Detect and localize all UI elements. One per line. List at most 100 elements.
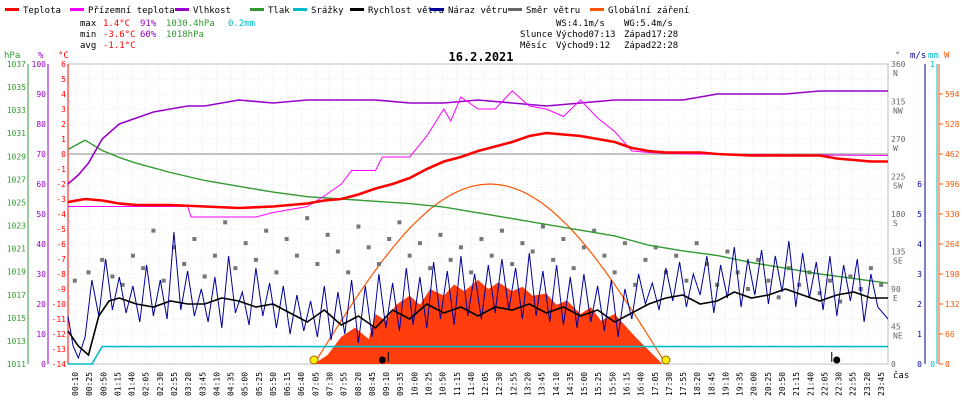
wind-dir-point	[715, 282, 720, 287]
tick-time: 03:45	[198, 372, 207, 396]
tick-c: -4	[56, 210, 66, 219]
unit-pct: %	[38, 51, 44, 61]
stat-min-hum: 60%	[140, 30, 157, 40]
series-pressure	[67, 139, 889, 284]
tick-time: 10:25	[425, 372, 434, 396]
tick-c: -13	[52, 345, 67, 354]
tick-mm: 0	[930, 360, 935, 369]
wind-dir-point	[428, 266, 433, 271]
unit-c: °C	[58, 51, 69, 61]
legend-label: Tlak	[268, 6, 290, 16]
tick-w: 198	[945, 270, 960, 279]
tick-hpa: 1023	[7, 222, 26, 231]
tick-time: 00:25	[85, 372, 94, 396]
tick-dir-deg: 90	[891, 285, 901, 294]
wind-dir-point	[346, 270, 351, 275]
wind-dir-point	[264, 228, 269, 233]
tick-dir-deg: 225	[891, 173, 906, 182]
wind-dir-point	[797, 282, 802, 287]
tick-time: 00:10	[71, 372, 80, 396]
wind-dir-point	[284, 237, 289, 241]
series-temperature	[67, 131, 888, 210]
tick-hpa: 1037	[7, 60, 26, 69]
wind-dir-point	[294, 253, 299, 258]
tick-c: -14	[52, 360, 67, 369]
tick-c: 4	[61, 90, 66, 99]
wind-dir-point	[192, 237, 197, 241]
tick-pct: 10	[36, 330, 46, 339]
info-sun-set: Západ17:28	[624, 30, 678, 40]
wind-dir-point	[602, 253, 607, 258]
tick-time: 20:50	[778, 372, 787, 396]
tick-time: 08:45	[368, 372, 377, 396]
tick-pct: 50	[36, 210, 46, 219]
wind-dir-point	[551, 257, 556, 262]
tick-dir-deg: 135	[891, 248, 906, 257]
wind-dir-point	[274, 270, 279, 275]
legend-swatch	[70, 8, 84, 11]
wind-dir-point	[253, 257, 258, 262]
tick-dir-label: SE	[893, 257, 903, 266]
tick-pct: 30	[36, 270, 46, 279]
tick-dir-deg: 270	[891, 135, 906, 144]
tick-w: 66	[945, 330, 955, 339]
unit-w: W	[944, 51, 950, 61]
sunrise-marker	[309, 355, 319, 365]
wind-dir-point	[458, 245, 463, 250]
axis-units: hPa % °C ° m/s mm W čas	[4, 51, 950, 381]
tick-c: 1	[61, 135, 66, 144]
tick-time: 16:15	[622, 372, 631, 396]
tick-time: 02:05	[142, 372, 151, 396]
tick-c: -11	[52, 315, 67, 324]
tick-time: 19:10	[721, 372, 730, 396]
tick-time: 05:25	[255, 372, 264, 396]
wind-dir-point	[592, 228, 597, 233]
wind-dir-point	[827, 278, 832, 283]
tick-hpa: 1025	[7, 198, 26, 207]
wind-dir-point	[212, 253, 217, 258]
chart-title: 16.2.2021	[448, 50, 513, 64]
legend-label: Vlhkost	[193, 6, 231, 16]
wind-dir-point	[243, 241, 248, 246]
wind-dir-point	[674, 253, 679, 258]
tick-mm: 1	[930, 60, 935, 69]
tick-dir-label: SW	[893, 182, 903, 191]
tick-time: 01:40	[128, 372, 137, 396]
tick-time: 22:05	[820, 372, 829, 396]
tick-time: 06:40	[297, 372, 306, 396]
wind-dir-point	[561, 237, 566, 241]
tick-time: 19:35	[736, 372, 745, 396]
tick-pct: 20	[36, 300, 46, 309]
tick-c: -3	[56, 195, 66, 204]
tick-time: 12:55	[509, 372, 518, 396]
tick-w: 396	[945, 180, 960, 189]
tick-time: 23:45	[877, 372, 886, 396]
tick-time: 15:50	[608, 372, 617, 396]
wind-dir-point	[725, 249, 730, 254]
tick-w: 0	[945, 360, 950, 369]
wind-dir-point	[868, 266, 873, 271]
tick-time: 07:30	[326, 372, 335, 396]
tick-dir-deg: 45	[891, 323, 901, 332]
legend: Teplota Přízemní teplota Vlhkost Tlak Srážky…	[5, 6, 689, 16]
wind-dir-point	[397, 220, 402, 225]
axes: 1037103510331031102910271025102310211019…	[7, 60, 960, 396]
tick-hpa: 1031	[7, 129, 26, 138]
tick-dir-deg: 180	[891, 210, 906, 219]
legend-swatch	[250, 8, 264, 11]
legend-label: Srážky	[311, 6, 344, 16]
wind-dir-point	[469, 270, 474, 275]
tick-time: 11:15	[453, 372, 462, 396]
tick-c: 2	[61, 120, 66, 129]
tick-time: 02:30	[156, 372, 165, 396]
tick-c: -12	[52, 330, 67, 339]
tick-c: 0	[61, 150, 66, 159]
tick-time: 09:10	[382, 372, 391, 396]
tick-time: 17:05	[651, 372, 660, 396]
wind-dir-point	[182, 262, 187, 266]
tick-pct: 70	[36, 150, 46, 159]
wind-dir-point	[489, 253, 494, 258]
wind-dir-point	[315, 262, 320, 266]
tick-ms: 5	[917, 210, 922, 219]
legend-swatch	[430, 8, 444, 11]
